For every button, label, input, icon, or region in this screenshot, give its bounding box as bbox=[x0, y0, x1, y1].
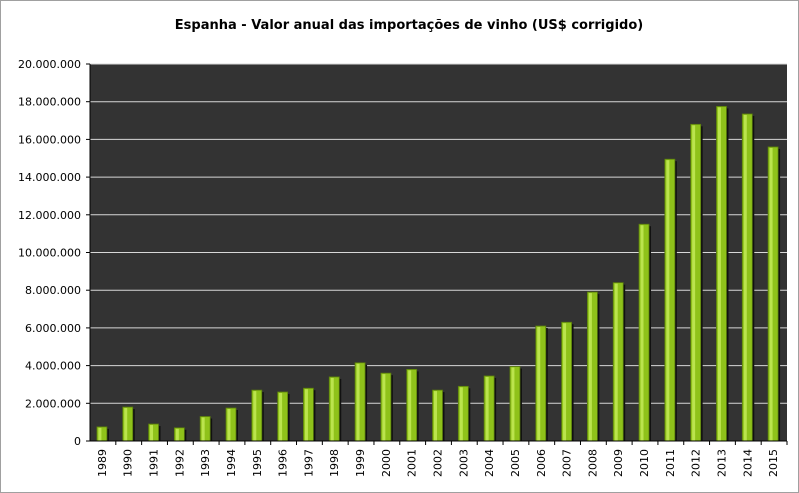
bar bbox=[690, 123, 703, 442]
y-tick-label: 0 bbox=[74, 435, 81, 448]
bar bbox=[432, 389, 445, 442]
x-tick-label: 1990 bbox=[122, 449, 135, 477]
bar bbox=[716, 106, 729, 442]
x-tick-label: 1999 bbox=[354, 449, 367, 477]
bar bbox=[638, 223, 652, 442]
bar bbox=[380, 372, 393, 442]
x-tick-label: 2010 bbox=[638, 449, 651, 477]
y-tick-label: 4.000.000 bbox=[25, 360, 81, 373]
bar bbox=[277, 391, 290, 442]
x-tick-label: 2000 bbox=[380, 449, 393, 477]
bar bbox=[767, 146, 781, 442]
bar bbox=[148, 423, 161, 442]
bars bbox=[96, 106, 781, 442]
y-tick-label: 20.000.000 bbox=[18, 58, 81, 71]
x-tick-label: 2006 bbox=[535, 449, 548, 477]
bar bbox=[612, 282, 626, 442]
x-tick-label: 1989 bbox=[96, 449, 109, 477]
chart-title: Espanha - Valor anual das importações de… bbox=[175, 18, 643, 33]
bar bbox=[406, 368, 419, 442]
bar bbox=[173, 427, 187, 442]
bar bbox=[664, 158, 677, 442]
x-tick-label: 1991 bbox=[148, 449, 161, 477]
x-tick-label: 2007 bbox=[561, 449, 574, 477]
x-tick-label: 2002 bbox=[432, 449, 445, 477]
x-tick-label: 2013 bbox=[715, 449, 728, 477]
x-tick-label: 2001 bbox=[406, 449, 419, 477]
bar bbox=[483, 375, 497, 442]
x-tick-label: 1993 bbox=[199, 449, 212, 477]
axes bbox=[89, 64, 788, 445]
x-tick-label: 2009 bbox=[612, 449, 625, 477]
x-tick-label: 2004 bbox=[483, 449, 496, 477]
bar bbox=[122, 406, 135, 442]
bar bbox=[586, 291, 600, 442]
x-tick-label: 2011 bbox=[664, 449, 677, 477]
bar bbox=[225, 407, 238, 442]
bar bbox=[509, 366, 522, 442]
bar bbox=[96, 426, 109, 442]
bar bbox=[354, 362, 368, 442]
bar bbox=[328, 376, 342, 442]
x-tick-label: 1994 bbox=[225, 449, 238, 477]
x-tick-label: 2008 bbox=[586, 449, 599, 477]
y-tick-label: 16.000.000 bbox=[18, 133, 81, 146]
bar bbox=[251, 389, 264, 442]
x-tick-label: 1995 bbox=[251, 449, 264, 477]
x-tick-label: 1997 bbox=[302, 449, 315, 477]
x-tick-label: 1998 bbox=[328, 449, 341, 477]
bar bbox=[741, 113, 755, 442]
y-tick-label: 6.000.000 bbox=[25, 322, 81, 335]
y-tick-label: 18.000.000 bbox=[18, 96, 81, 109]
y-tick-label: 14.000.000 bbox=[18, 171, 81, 184]
y-tick-label: 12.000.000 bbox=[18, 209, 81, 222]
x-tick-label: 1996 bbox=[277, 449, 290, 477]
y-tick-labels: 0 2.000.000 4.000.000 6.000.000 8.000.000 10.… bbox=[18, 58, 81, 448]
bar bbox=[457, 385, 471, 442]
x-tick-label: 1992 bbox=[173, 449, 186, 477]
y-tick-label: 2.000.000 bbox=[25, 397, 81, 410]
bar bbox=[535, 325, 548, 442]
bar bbox=[561, 321, 574, 442]
x-tick-label: 2005 bbox=[509, 449, 522, 477]
x-tick-label: 2003 bbox=[457, 449, 470, 477]
bar bbox=[303, 387, 316, 442]
x-tick-label: 2012 bbox=[690, 449, 703, 477]
y-tick-label: 8.000.000 bbox=[25, 284, 81, 297]
x-tick-labels: 1989 1990 1991 1992 1993 1994 1995 1996 1997 1998… bbox=[96, 449, 780, 477]
x-tick-label: 2014 bbox=[741, 449, 754, 477]
bar bbox=[199, 416, 213, 442]
y-tick-label: 10.000.000 bbox=[18, 247, 81, 260]
x-tick-label: 2015 bbox=[767, 449, 780, 477]
